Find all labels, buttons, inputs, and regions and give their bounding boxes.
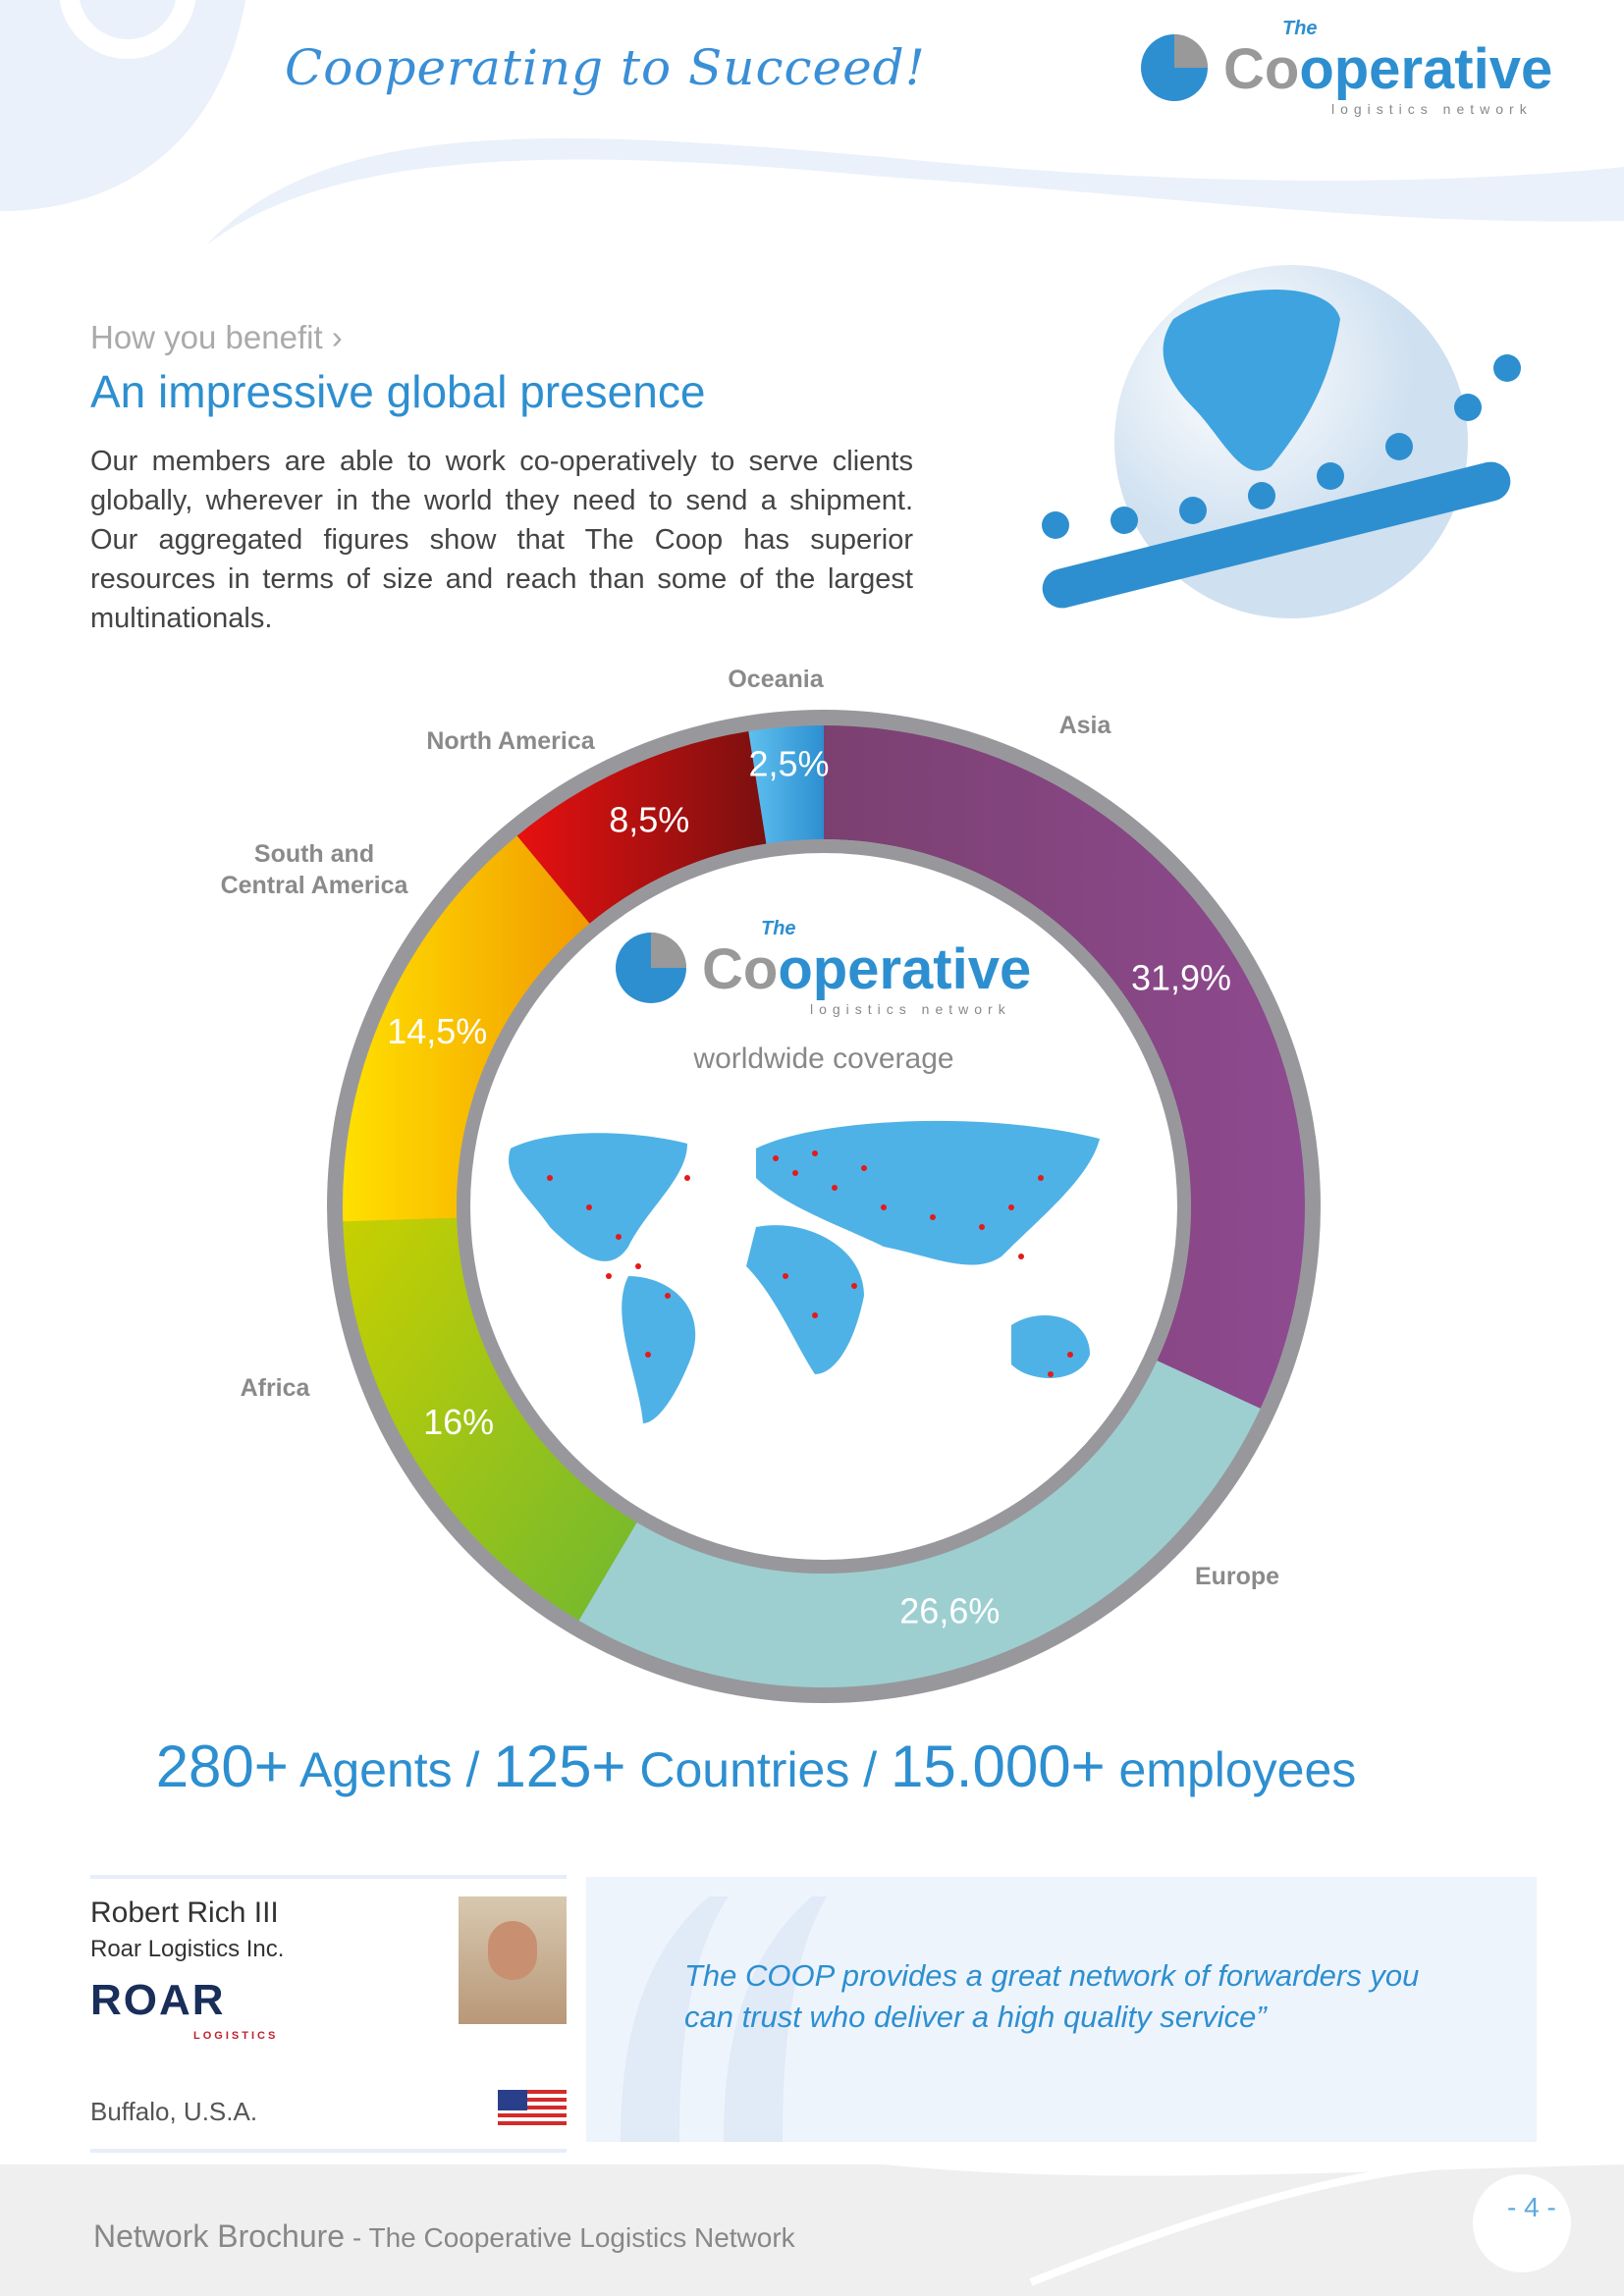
network-stats: 280+ Agents / 125+ Countries / 15.000+ e… — [155, 1734, 1357, 1799]
label-africa: Africa — [240, 1374, 310, 1402]
tagline: Cooperating to Succeed! — [285, 39, 926, 96]
center-logo: The Cooperative logistics network — [614, 918, 1031, 1018]
testimonial-quote-box: The COOP provides a great network of for… — [586, 1877, 1537, 2142]
slice-south-and-central-america — [343, 835, 590, 1222]
member-dot — [1067, 1352, 1073, 1358]
regional-distribution-donut: 31,9% 26,6% 16% 14,5% 8,5% 2,5% — [327, 710, 1321, 1703]
page-title: An impressive global presence — [90, 366, 706, 417]
roar-logo-sub: LOGISTICS — [193, 2030, 279, 2042]
label-asia: Asia — [1058, 712, 1111, 739]
label-europe: Europe — [1194, 1563, 1280, 1590]
logo-wordmark: Cooperative — [1223, 37, 1553, 101]
company-name: Roar Logistics Inc. — [90, 1936, 285, 1962]
member-dot — [773, 1155, 779, 1161]
globe-people-image — [1042, 265, 1521, 618]
member-dot — [832, 1185, 838, 1191]
us-flag-icon — [498, 2090, 567, 2129]
member-location-dots — [547, 1150, 1073, 1377]
member-dot — [812, 1150, 818, 1156]
slice-label: 14,5% — [387, 1011, 487, 1051]
member-dot — [645, 1352, 651, 1358]
slice-label: 8,5% — [609, 799, 689, 839]
label-north-america: North America — [426, 727, 595, 755]
slice-label: 31,9% — [1131, 957, 1231, 997]
member-dot — [1018, 1254, 1024, 1259]
slice-label: 2,5% — [749, 743, 830, 783]
slice-oceania — [748, 725, 824, 844]
testimonial-card: Robert Rich III Roar Logistics Inc. ROAR… — [90, 1875, 567, 2153]
intro-paragraph: Our members are able to work co-operativ… — [90, 446, 913, 634]
member-dot — [635, 1263, 641, 1269]
center-logo-wordmark: Cooperative — [702, 937, 1032, 1001]
world-map — [509, 1120, 1100, 1423]
label-south-central-america: South and Central America — [220, 840, 408, 899]
coverage-caption: worldwide coverage — [693, 1042, 954, 1075]
puzzle-globe-icon — [616, 933, 686, 1003]
quote-text: The COOP provides a great network of for… — [684, 1958, 1420, 2034]
member-dot — [1038, 1175, 1044, 1181]
member-dot — [684, 1175, 690, 1181]
logo-the: The — [1282, 18, 1318, 39]
quote-mark-icon — [621, 1896, 827, 2142]
member-dot — [792, 1170, 798, 1176]
member-dot — [861, 1165, 867, 1171]
member-dot — [616, 1234, 622, 1240]
slice-north-america — [516, 731, 767, 924]
header-decoration — [0, 0, 1624, 245]
coop-logo: The Cooperative logistics network — [1139, 18, 1552, 118]
section-kicker: How you benefit › — [90, 319, 343, 355]
member-dot — [547, 1175, 553, 1181]
label-oceania: Oceania — [728, 666, 824, 693]
puzzle-globe-icon — [1141, 34, 1208, 101]
logo-subtitle: logistics network — [1331, 101, 1533, 117]
slice-europe — [578, 1361, 1261, 1687]
roar-logo: ROAR — [90, 1976, 226, 2024]
member-dot — [665, 1293, 671, 1299]
member-dot — [881, 1204, 887, 1210]
member-dot — [851, 1283, 857, 1289]
slice-label: 16% — [423, 1402, 494, 1442]
footer-title: Network Brochure - The Cooperative Logis… — [93, 2218, 795, 2254]
footer: Network Brochure - The Cooperative Logis… — [0, 2164, 1624, 2296]
center-logo-the: The — [761, 918, 796, 939]
member-dot — [812, 1312, 818, 1318]
member-dot — [586, 1204, 592, 1210]
member-dot — [783, 1273, 788, 1279]
slice-label: 26,6% — [899, 1591, 1000, 1631]
member-dot — [1048, 1371, 1054, 1377]
slice-asia — [824, 725, 1305, 1409]
center-logo-subtitle: logistics network — [810, 1001, 1011, 1017]
member-dot — [979, 1224, 985, 1230]
person-photo — [459, 1896, 567, 2024]
slice-africa — [343, 1217, 637, 1621]
member-dot — [606, 1273, 612, 1279]
member-dot — [1008, 1204, 1014, 1210]
page-number: - 4 - — [1507, 2192, 1556, 2222]
person-name: Robert Rich III — [90, 1896, 279, 1929]
location: Buffalo, U.S.A. — [90, 2097, 258, 2126]
member-dot — [930, 1214, 936, 1220]
